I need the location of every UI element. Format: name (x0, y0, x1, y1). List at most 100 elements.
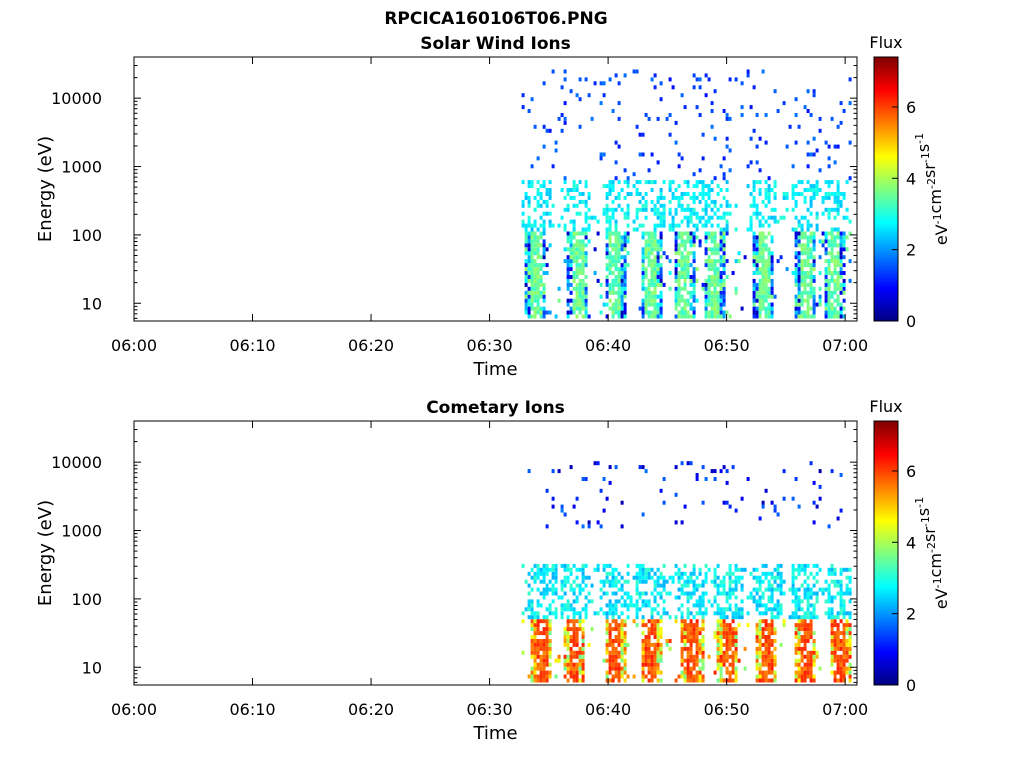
colorbar-segment (874, 677, 898, 681)
flux-pixel (653, 290, 657, 295)
flux-pixel (605, 670, 609, 675)
colorbar-segment (874, 516, 898, 520)
flux-pixel (554, 563, 558, 568)
flux-pixel (794, 275, 798, 279)
flux-pixel (716, 267, 720, 272)
flux-pixel (734, 203, 738, 208)
flux-pixel (692, 199, 696, 204)
colorbar-segment (874, 423, 898, 427)
flux-pixel (749, 595, 753, 600)
flux-pixel (566, 271, 570, 275)
flux-pixel (686, 223, 690, 228)
flux-pixel (833, 631, 837, 636)
flux-pixel (650, 642, 654, 647)
flux-pixel (716, 662, 720, 667)
flux-pixel (701, 286, 705, 291)
flux-pixel (842, 666, 846, 671)
flux-pixel (800, 278, 804, 283)
flux-pixel (728, 639, 732, 643)
flux-pixel (764, 607, 768, 612)
flux-pixel (548, 639, 552, 643)
flux-pixel (605, 282, 609, 287)
flux-pixel (572, 271, 576, 275)
flux-pixel (578, 678, 582, 683)
flux-pixel (725, 199, 729, 204)
flux-pixel (545, 192, 549, 196)
flux-pixel (608, 642, 612, 647)
flux-pixel (824, 259, 828, 264)
flux-pixel (767, 290, 771, 295)
flux-pixel (716, 658, 720, 663)
flux-pixel (794, 607, 798, 612)
flux-pixel (773, 678, 777, 683)
flux-pixel (614, 599, 618, 604)
flux-pixel (707, 314, 711, 319)
flux-pixel (839, 583, 843, 588)
flux-pixel (602, 207, 606, 212)
flux-pixel (665, 579, 669, 584)
flux-pixel (836, 278, 840, 283)
colorbar-segment (874, 658, 898, 662)
spectrogram (521, 69, 852, 319)
flux-pixel (578, 124, 582, 129)
flux-pixel (740, 587, 744, 592)
flux-pixel (554, 567, 558, 572)
flux-pixel (758, 286, 762, 291)
flux-pixel (755, 243, 759, 248)
flux-pixel (836, 642, 840, 647)
flux-pixel (572, 563, 576, 568)
flux-pixel (728, 579, 732, 584)
flux-pixel (533, 195, 537, 200)
flux-pixel (836, 579, 840, 584)
flux-pixel (530, 180, 534, 185)
flux-pixel (617, 639, 621, 643)
flux-pixel (650, 77, 654, 82)
flux-pixel (737, 611, 741, 616)
flux-pixel (764, 298, 768, 303)
flux-pixel (569, 231, 573, 236)
flux-pixel (638, 180, 642, 185)
flux-pixel (764, 662, 768, 667)
flux-pixel (617, 294, 621, 299)
flux-pixel (650, 235, 654, 240)
flux-pixel (527, 599, 531, 604)
flux-pixel (809, 631, 813, 636)
flux-pixel (848, 575, 852, 580)
flux-pixel (656, 247, 660, 252)
colorbar-label: eV-1cm-2sr-1s-1 (913, 497, 951, 609)
flux-pixel (815, 223, 819, 228)
flux-pixel (797, 571, 801, 576)
flux-pixel (575, 294, 579, 299)
flux-pixel (641, 223, 645, 228)
flux-pixel (755, 180, 759, 185)
flux-pixel (701, 207, 705, 212)
flux-pixel (701, 132, 705, 137)
flux-pixel (647, 180, 651, 185)
flux-pixel (584, 607, 588, 612)
flux-pixel (557, 658, 561, 663)
flux-pixel (647, 635, 651, 639)
flux-pixel (833, 619, 837, 624)
flux-pixel (641, 678, 645, 683)
flux-pixel (797, 223, 801, 228)
flux-pixel (788, 124, 792, 129)
flux-pixel (533, 247, 537, 252)
colorbar-segment (874, 189, 898, 193)
flux-pixel (563, 247, 567, 252)
flux-pixel (806, 310, 810, 315)
flux-pixel (530, 247, 534, 252)
flux-pixel (803, 282, 807, 287)
flux-pixel (833, 235, 837, 240)
flux-pixel (731, 666, 735, 671)
flux-pixel (803, 591, 807, 596)
flux-pixel (713, 231, 717, 236)
flux-pixel (794, 611, 798, 616)
flux-pixel (734, 286, 738, 291)
flux-pixel (848, 615, 852, 620)
flux-pixel (545, 203, 549, 208)
flux-pixel (614, 658, 618, 663)
flux-pixel (710, 267, 714, 272)
flux-pixel (686, 263, 690, 268)
flux-pixel (653, 255, 657, 260)
flux-pixel (830, 239, 834, 244)
